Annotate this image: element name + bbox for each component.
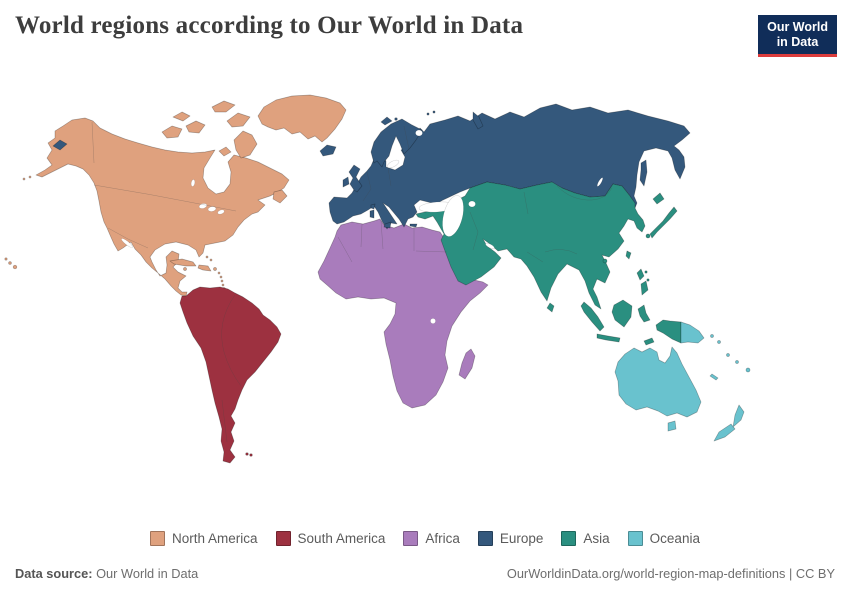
antilles-dot [219, 275, 223, 279]
page-title: World regions according to Our World in … [15, 12, 524, 39]
caspian-sea [442, 195, 464, 237]
great-lake [207, 206, 217, 212]
seas-and-lakes [121, 129, 604, 324]
falkland-dot [249, 453, 253, 457]
lake-winnipeg [190, 179, 196, 187]
solomons-dot [710, 334, 714, 338]
legend-swatch-africa [403, 531, 419, 546]
data-source: Data source: Our World in Data [15, 566, 198, 581]
solomons-dot [717, 340, 721, 344]
legend-item-north-america[interactable]: North America [150, 531, 258, 546]
bahamas-dot [209, 258, 213, 262]
hainan [602, 258, 608, 264]
south-america-mainland[interactable] [179, 286, 282, 464]
legend-label-europe: Europe [499, 531, 544, 546]
arctic-islands[interactable] [161, 100, 288, 204]
philippines-dot [644, 270, 648, 274]
footer-license: CC BY [795, 566, 835, 581]
franz-josef-dot [432, 110, 436, 114]
footer-attribution: OurWorldinData.org/world-region-map-defi… [507, 566, 835, 581]
vanuatu-dot [735, 360, 739, 364]
legend-swatch-north-america [150, 531, 166, 546]
falkland-dot [245, 452, 249, 456]
franz-josef-dot [426, 112, 430, 116]
hawaii-dot [12, 264, 18, 270]
legend-label-africa: Africa [425, 531, 460, 546]
jamaica [183, 267, 187, 271]
australia[interactable] [614, 346, 702, 418]
region-north-america[interactable] [4, 94, 347, 297]
region-south-america[interactable] [179, 286, 282, 464]
data-source-label: Data source: [15, 566, 93, 581]
asia-mainland[interactable] [415, 181, 646, 310]
persian-gulf [485, 242, 495, 250]
scandinavia[interactable] [370, 118, 423, 168]
legend-item-oceania[interactable]: Oceania [627, 531, 700, 546]
new-zealand[interactable] [713, 404, 745, 442]
puerto-rico [213, 267, 217, 271]
kyushu [645, 233, 651, 239]
africa-mainland[interactable] [317, 218, 489, 409]
lake-victoria [430, 318, 436, 324]
legend-label-oceania: Oceania [649, 531, 700, 546]
legend-swatch-oceania [627, 531, 643, 546]
antilles-dot [221, 283, 225, 287]
caribbean-islands[interactable] [169, 258, 212, 272]
legend-item-africa[interactable]: Africa [403, 531, 460, 546]
white-sea [415, 129, 423, 137]
madagascar[interactable] [458, 348, 476, 380]
owid-logo-line2: in Data [776, 34, 819, 49]
footer-separator: | [789, 566, 793, 581]
great-lake [198, 203, 208, 209]
legend-label-north-america: North America [172, 531, 258, 546]
greenland[interactable] [257, 94, 347, 143]
country-borders [91, 121, 613, 443]
data-source-value: Our World in Data [96, 566, 199, 581]
hawaii-dot [8, 261, 12, 265]
svalbard-dot [394, 117, 398, 121]
legend-label-south-america: South America [297, 531, 386, 546]
bahamas-dot [205, 255, 209, 259]
legend-swatch-europe [477, 531, 493, 546]
antilles-dot [217, 271, 221, 275]
papua-new-guinea[interactable] [680, 321, 705, 344]
aral-sea [468, 200, 476, 208]
owid-logo[interactable]: Our World in Data [758, 15, 837, 57]
aleutian-dot [28, 175, 32, 179]
antilles-dot [220, 279, 224, 283]
new-caledonia[interactable] [709, 373, 719, 381]
footer: Data source: Our World in Data OurWorldi… [15, 566, 835, 581]
gulf-of-california [121, 238, 133, 248]
legend-item-asia[interactable]: Asia [561, 531, 610, 546]
legend-swatch-asia [561, 531, 577, 546]
vanuatu-dot [726, 353, 730, 357]
footer-link[interactable]: OurWorldinData.org/world-region-map-defi… [506, 566, 786, 581]
legend-swatch-south-america [275, 531, 291, 546]
aleutian-dot [22, 177, 26, 181]
north-america-mainland[interactable] [35, 117, 290, 297]
region-oceania[interactable] [614, 321, 751, 442]
legend-item-europe[interactable]: Europe [477, 531, 544, 546]
great-lake [217, 209, 225, 215]
map-legend: North America South America Africa Europ… [0, 531, 850, 546]
hawaii-dot [4, 257, 8, 261]
legend-item-south-america[interactable]: South America [275, 531, 386, 546]
asia-islands[interactable] [546, 192, 682, 346]
region-africa[interactable] [317, 218, 489, 409]
baltic-sea [386, 159, 400, 169]
lake-baikal [596, 177, 604, 187]
tasmania[interactable] [667, 420, 677, 432]
fiji-dot [745, 367, 751, 373]
europe-islands[interactable] [52, 111, 648, 229]
region-asia[interactable] [415, 181, 682, 346]
philippines-dot [646, 278, 650, 282]
owid-logo-line1: Our World [767, 20, 828, 34]
legend-label-asia: Asia [583, 531, 610, 546]
